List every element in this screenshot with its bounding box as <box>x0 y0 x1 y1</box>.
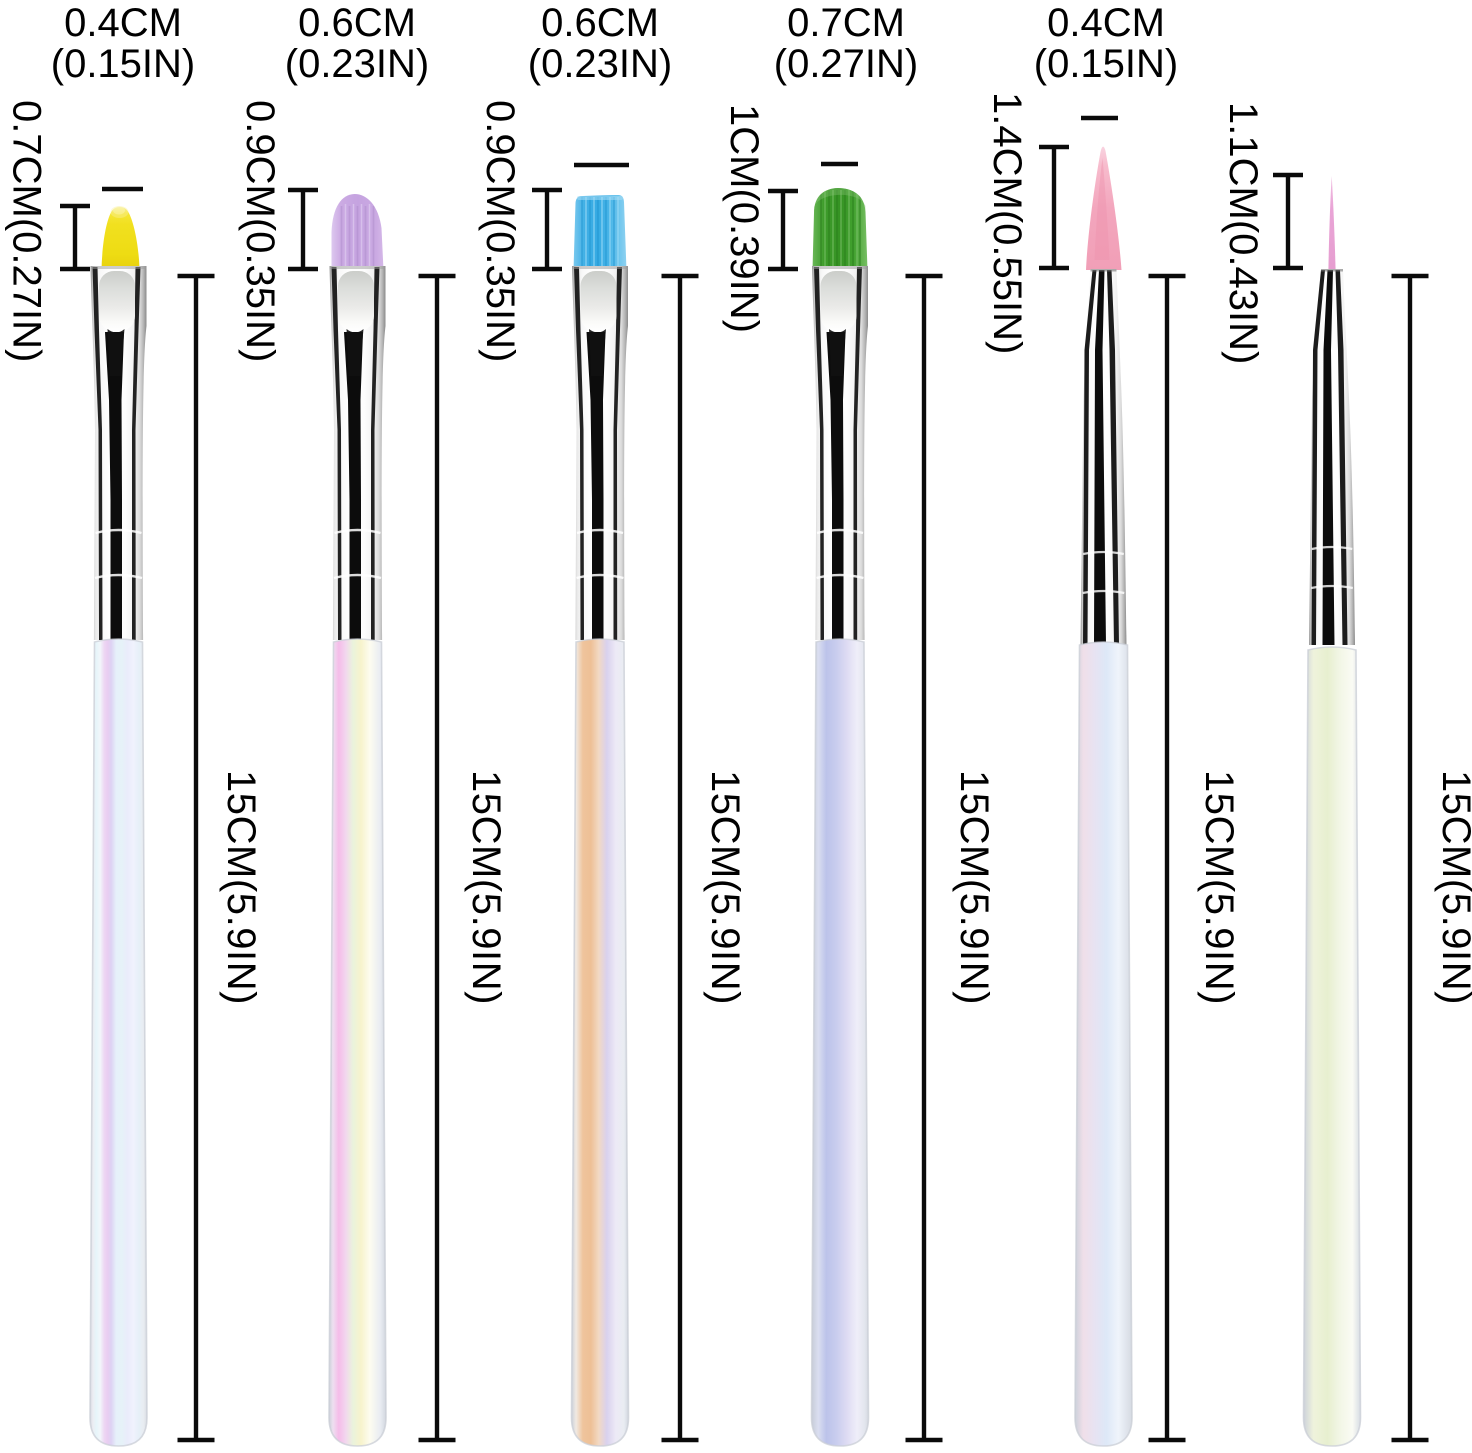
svg-text:15CM(5.9IN): 15CM(5.9IN) <box>1434 770 1472 1005</box>
svg-text:0.7CM: 0.7CM <box>787 1 905 45</box>
svg-text:(0.27IN): (0.27IN) <box>774 42 919 86</box>
svg-text:15CM(5.9IN): 15CM(5.9IN) <box>703 770 747 1005</box>
svg-text:0.4CM: 0.4CM <box>64 1 182 45</box>
svg-text:15CM(5.9IN): 15CM(5.9IN) <box>464 770 508 1005</box>
svg-text:1.4CM(0.55IN): 1.4CM(0.55IN) <box>985 92 1029 354</box>
svg-text:1CM(0.39IN): 1CM(0.39IN) <box>722 104 766 333</box>
svg-text:0.4CM: 0.4CM <box>1047 1 1165 45</box>
svg-text:15CM(5.9IN): 15CM(5.9IN) <box>952 770 996 1005</box>
svg-text:15CM(5.9IN): 15CM(5.9IN) <box>219 770 263 1005</box>
svg-text:(0.15IN): (0.15IN) <box>1034 42 1179 86</box>
svg-text:0.6CM: 0.6CM <box>298 1 416 45</box>
svg-text:1.1CM(0.43IN): 1.1CM(0.43IN) <box>1221 102 1265 364</box>
svg-text:0.9CM(0.35IN): 0.9CM(0.35IN) <box>478 100 522 362</box>
svg-text:(0.23IN): (0.23IN) <box>528 42 673 86</box>
svg-text:15CM(5.9IN): 15CM(5.9IN) <box>1197 770 1241 1005</box>
svg-text:0.6CM: 0.6CM <box>541 1 659 45</box>
svg-text:(0.23IN): (0.23IN) <box>285 42 430 86</box>
svg-text:0.7CM(0.27IN): 0.7CM(0.27IN) <box>5 100 49 362</box>
svg-text:0.9CM(0.35IN): 0.9CM(0.35IN) <box>238 100 282 362</box>
svg-text:(0.15IN): (0.15IN) <box>51 42 196 86</box>
